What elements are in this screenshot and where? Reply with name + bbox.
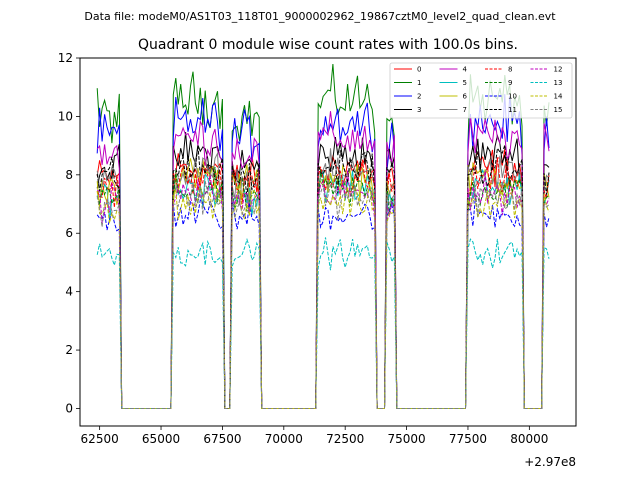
- y-tick-label: 2: [65, 343, 73, 357]
- legend-label-8: 8: [508, 66, 512, 74]
- legend-label-15: 15: [554, 106, 563, 114]
- chart-suptitle: Data file: modeM0/AS1T03_118T01_90000029…: [84, 10, 556, 23]
- legend-label-11: 11: [508, 106, 517, 114]
- y-tick-label: 6: [65, 226, 73, 240]
- legend-label-10: 10: [508, 93, 517, 101]
- y-tick-label: 12: [58, 51, 73, 65]
- y-tick-label: 0: [65, 401, 73, 415]
- x-offset-label: +2.97e8: [524, 455, 576, 469]
- legend-box: [389, 62, 573, 119]
- x-tick-label: 70000: [265, 432, 303, 446]
- legend-label-3: 3: [417, 106, 421, 114]
- legend-label-9: 9: [508, 79, 512, 87]
- x-tick-label: 62500: [81, 432, 119, 446]
- series-line-15: [96, 180, 550, 409]
- x-tick-label: 72500: [326, 432, 364, 446]
- x-tick-label: 75000: [387, 432, 425, 446]
- legend-label-4: 4: [463, 66, 468, 74]
- x-tick-label: 80000: [510, 432, 548, 446]
- plot-lines: [96, 63, 550, 409]
- chart-title: Quadrant 0 module wise count rates with …: [138, 37, 518, 53]
- series-line-12: [96, 170, 550, 409]
- legend-label-0: 0: [417, 66, 421, 74]
- legend-label-14: 14: [554, 93, 563, 101]
- legend-label-12: 12: [554, 66, 563, 74]
- y-axis: 0 2 4 6 8 10 12: [58, 51, 80, 415]
- legend-label-6: 6: [463, 93, 468, 101]
- legend-label-1: 1: [417, 79, 421, 87]
- x-axis: 62500 65000 67500 70000 72500 75000 77500 80000: [81, 426, 548, 446]
- legend-label-13: 13: [554, 79, 563, 87]
- x-tick-label: 77500: [449, 432, 487, 446]
- legend-label-2: 2: [417, 93, 421, 101]
- legend-label-7: 7: [463, 106, 467, 114]
- y-tick-label: 10: [58, 109, 73, 123]
- x-tick-label: 65000: [142, 432, 180, 446]
- x-tick-label: 67500: [203, 432, 241, 446]
- y-tick-label: 4: [65, 285, 73, 299]
- plot-frame: [79, 57, 577, 427]
- legend-label-5: 5: [463, 79, 467, 87]
- y-tick-label: 8: [65, 168, 73, 182]
